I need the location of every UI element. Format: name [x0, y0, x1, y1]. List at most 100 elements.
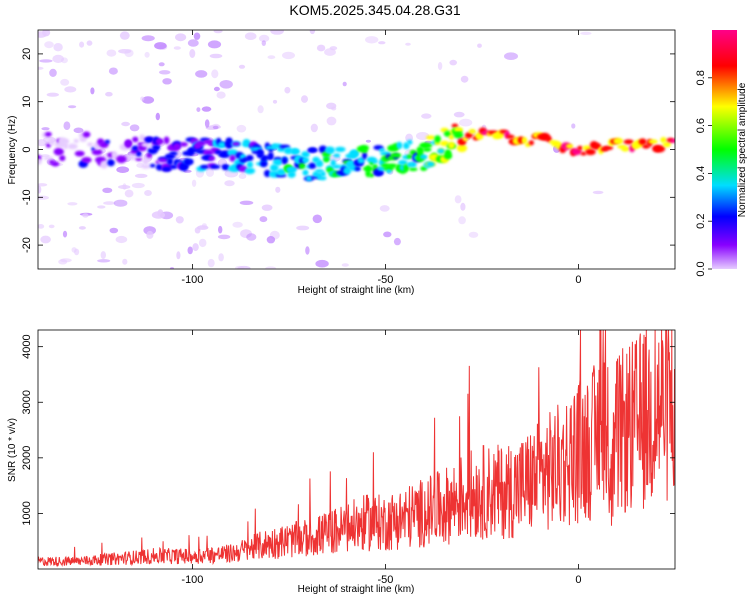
ridge-blob: [53, 147, 64, 156]
noise-blob: [140, 96, 145, 101]
bottom-y-tick-label: 1000: [21, 501, 33, 525]
noise-blob: [265, 266, 277, 269]
noise-blob: [60, 57, 68, 64]
noise-blob: [580, 31, 592, 35]
ridge-blob: [166, 157, 174, 166]
ridge-blob: [87, 142, 94, 147]
ridge-blob: [281, 156, 288, 165]
noise-blob: [458, 216, 466, 225]
noise-blob: [238, 173, 247, 179]
ridge-blob: [409, 167, 418, 172]
bottom-y-tick-label: 4000: [21, 334, 33, 358]
noise-blob: [224, 180, 235, 187]
ridge-blob: [369, 173, 375, 178]
noise-blob: [460, 202, 466, 211]
noise-blob: [124, 189, 134, 198]
noise-blob: [44, 41, 54, 49]
noise-blob: [379, 205, 390, 212]
bottom-x-tick-label: 0: [575, 574, 581, 586]
noise-blob: [67, 202, 78, 206]
ridge-blob: [307, 148, 318, 153]
noise-blob: [158, 70, 171, 75]
noise-blob: [38, 224, 45, 229]
noise-blob: [154, 42, 167, 50]
colorbar-gradient: [712, 30, 737, 269]
ridge-blob: [244, 167, 256, 175]
noise-blob: [175, 33, 187, 42]
ridge-blob: [349, 149, 360, 158]
ridge-blob: [155, 138, 164, 145]
ridge-blob: [270, 164, 279, 172]
ridge-blob: [448, 134, 455, 141]
noise-blob: [141, 96, 155, 104]
ridge-blob: [332, 164, 341, 169]
ridge-blob: [638, 138, 647, 145]
noise-blob: [258, 34, 270, 43]
noise-blob: [175, 216, 184, 224]
top-x-tick-label: 0: [575, 274, 581, 286]
ridge-blob: [242, 139, 251, 146]
ridge-blob: [287, 171, 296, 178]
ridge-blob: [357, 157, 365, 164]
noise-blob: [42, 30, 51, 37]
noise-blob: [405, 42, 411, 46]
noise-blob: [38, 66, 44, 70]
ridge-blob: [188, 159, 194, 165]
top-y-tick-label: -20: [21, 237, 33, 253]
noise-blob: [187, 39, 199, 47]
noise-blob: [102, 187, 113, 193]
ridge-blob: [426, 161, 435, 167]
noise-blob: [121, 121, 130, 127]
noise-blob: [53, 43, 63, 52]
ridge-blob: [208, 156, 216, 161]
ridge-blob: [155, 163, 164, 171]
ridge-blob: [227, 149, 239, 157]
ridge-blob: [67, 143, 78, 150]
noise-blob: [459, 118, 473, 127]
noise-blob: [62, 230, 68, 238]
ridge-blob: [144, 136, 154, 143]
ridge-blob: [91, 149, 103, 156]
ridge-blob: [82, 131, 91, 138]
ridge-blob: [379, 148, 385, 153]
bottom-x-tick-label: -100: [181, 574, 203, 586]
colorbar-tick-label: 0.8: [695, 70, 707, 85]
ridge-blob: [81, 157, 92, 163]
ridge-blob: [305, 175, 313, 182]
colorbar: 0.0 0.2 0.4 0.6 0.8 Normalized spectral ampl…: [695, 30, 748, 277]
noise-blob: [421, 113, 432, 119]
noise-blob: [60, 78, 70, 86]
noise-blob: [189, 49, 196, 58]
ridge-blob: [59, 155, 66, 162]
noise-blob: [216, 91, 226, 99]
noise-blob: [261, 40, 266, 46]
noise-blob: [38, 185, 42, 194]
ridge-blob: [179, 142, 188, 147]
ridge-blob: [62, 138, 70, 144]
top-y-axis-label: Frequency (Hz): [7, 116, 18, 185]
noise-blob: [592, 190, 604, 195]
ridge-blob: [259, 160, 268, 168]
ridge-blob: [422, 147, 432, 152]
ridge-blob: [45, 143, 52, 148]
colorbar-tick-label: 0.0: [695, 261, 707, 276]
ridge-blob: [301, 157, 310, 164]
ridge-blob: [231, 141, 241, 146]
noise-blob: [453, 111, 465, 118]
ridge-blob: [360, 145, 369, 151]
noise-blob: [383, 231, 392, 238]
ridge-blob: [149, 163, 156, 168]
noise-blob: [301, 95, 308, 103]
noise-blob: [571, 123, 576, 129]
noise-blob: [201, 106, 212, 112]
noise-blob: [82, 213, 89, 218]
noise-blob: [212, 125, 219, 130]
ridge-blob: [372, 159, 378, 164]
noise-blob: [176, 251, 181, 260]
ridge-blob: [464, 132, 473, 139]
colorbar-label: Normalized spectral amplitude: [737, 82, 748, 217]
ridge-blob: [330, 159, 337, 167]
ridge-blob: [107, 159, 115, 167]
ridge-blob: [74, 150, 85, 157]
noise-blob: [315, 259, 329, 268]
